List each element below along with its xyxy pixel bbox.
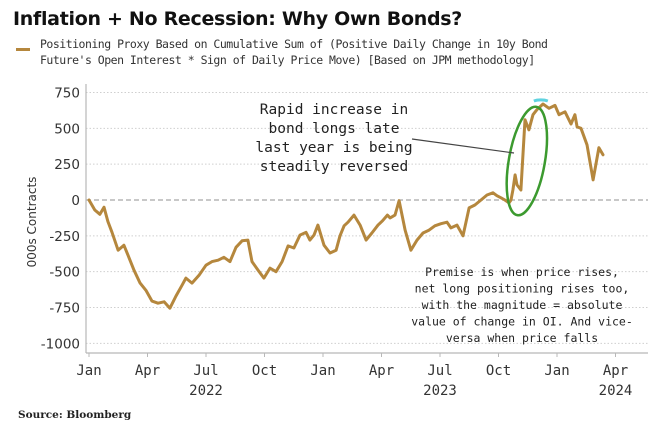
annotation-text-line: Rapid increase in — [260, 102, 408, 118]
x-tick-label: Oct — [486, 363, 511, 379]
x-tick-label: Oct — [252, 363, 277, 379]
y-tick-label: 250 — [54, 157, 80, 173]
annotation-text-line: last year is being — [255, 140, 412, 156]
x-tick-label: Jan — [310, 363, 335, 379]
legend-label: Positioning Proxy Based on Cumulative Su… — [40, 36, 548, 68]
x-tick-label: Jan — [76, 363, 101, 379]
chart-title: Inflation + No Recession: Why Own Bonds? — [13, 8, 463, 30]
premise-text-line: value of change in OI. And vice- — [411, 315, 633, 329]
x-tick-label: Jul — [427, 363, 452, 379]
premise-text-line: Premise is when price rises, — [425, 265, 619, 279]
x-year-label: 2022 — [189, 383, 223, 399]
x-tick-label: Apr — [603, 363, 628, 379]
annotations: Rapid increase in bond longs late last yea… — [255, 98, 633, 345]
legend-line-2: Future's Open Interest * Sign of Daily P… — [40, 53, 535, 67]
highlight-ellipse — [505, 105, 549, 217]
peak-highlight — [533, 98, 549, 103]
annotation-text-line: bond longs late — [269, 121, 400, 137]
y-tick-label: 0 — [71, 193, 80, 209]
axes — [85, 84, 648, 357]
x-tick-label: Jan — [544, 363, 569, 379]
x-tick-label: Apr — [369, 363, 394, 379]
premise-text-line: versa when price falls — [446, 331, 598, 345]
legend-swatch — [16, 48, 30, 51]
series-layer — [87, 102, 605, 310]
y-axis-label: 000s Contracts — [25, 177, 39, 268]
x-tick-label: Jul — [193, 363, 218, 379]
y-tick-label: -1000 — [41, 336, 80, 352]
premise-text-line: with the magnitude = absolute — [422, 298, 623, 312]
y-tick-labels: 750 500 250 0 -250 -500 -750 -1000 — [41, 86, 80, 353]
gridlines — [86, 92, 648, 344]
y-tick-label: 500 — [54, 121, 80, 137]
premise-text-line: net long positioning rises too, — [415, 282, 630, 296]
series-line — [87, 102, 605, 310]
y-tick-label: 750 — [54, 86, 80, 102]
source-note: Source: Bloomberg — [18, 409, 132, 421]
annotation-text-line: steadily reversed — [260, 159, 408, 175]
y-tick-label: -250 — [49, 229, 80, 245]
y-tick-label: -500 — [49, 265, 80, 281]
x-tick-label: Apr — [135, 363, 160, 379]
annotation-pointer-line — [411, 138, 515, 154]
x-year-label: 2023 — [423, 383, 457, 399]
y-tick-label: -750 — [49, 301, 80, 317]
x-year-label: 2024 — [599, 383, 633, 399]
legend-line-1: Positioning Proxy Based on Cumulative Su… — [40, 37, 548, 51]
x-tick-labels: Jan Apr Jul 2022 Oct Jan Apr Jul 2023 Oct Jan Apr 20… — [76, 363, 632, 399]
